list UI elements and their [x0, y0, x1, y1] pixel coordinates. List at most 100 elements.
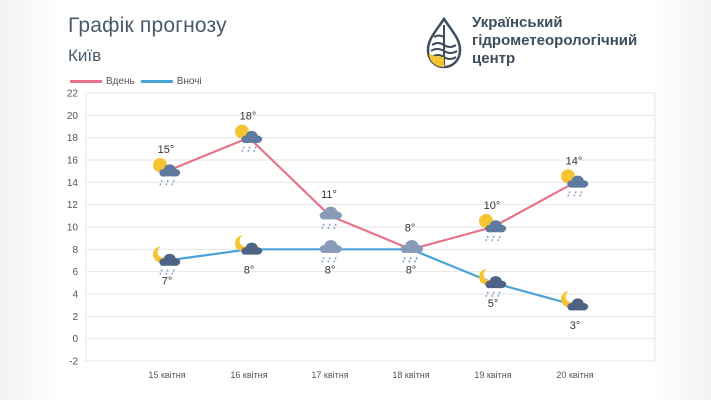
- data-label: 11°: [321, 189, 337, 201]
- rain-streak: [327, 223, 331, 230]
- page-title: Графік прогнозу: [68, 14, 227, 37]
- sun-cloud-rain-icon: [153, 158, 181, 186]
- logo-line-2: гідрометеорологічний: [472, 32, 638, 49]
- logo-line-1: Український: [472, 14, 563, 31]
- moon-cloud-rain-icon: [479, 268, 507, 298]
- cloud-rain-icon: [400, 240, 423, 263]
- x-tick-label: 17 квітня: [311, 370, 348, 380]
- rain-streak: [321, 223, 325, 230]
- chart-legend: Вдень Вночі: [70, 74, 208, 88]
- y-tick-label: 12: [67, 200, 79, 211]
- city-name: Київ: [68, 46, 102, 65]
- moon-cloud-icon: [235, 235, 263, 255]
- cloud-rain-icon: [319, 206, 342, 230]
- cloud-part: [242, 138, 261, 143]
- legend-swatch-night: [140, 79, 173, 83]
- sun-cloud-rain-icon: [561, 169, 589, 197]
- rain-streak: [327, 257, 331, 263]
- rain-streak: [408, 257, 412, 263]
- data-label: 3°: [570, 320, 581, 332]
- sun-cloud-rain-icon: [235, 124, 263, 152]
- cloud-part: [160, 171, 179, 177]
- data-label: 10°: [484, 200, 501, 212]
- rain-streak: [159, 269, 163, 275]
- y-tick-label: -2: [69, 357, 78, 368]
- legend-label-night: Вночі: [176, 75, 202, 87]
- rain-streak: [241, 146, 245, 152]
- rain-streak: [485, 291, 489, 298]
- x-tick-label: 16 квітня: [230, 370, 267, 380]
- rain-streak: [567, 191, 571, 197]
- data-label: 8°: [325, 264, 336, 276]
- series-line-day: [166, 136, 576, 251]
- rain-streak: [497, 291, 501, 298]
- cloud-part: [401, 248, 422, 253]
- cloud-part: [486, 283, 505, 289]
- rain-streak: [321, 257, 325, 263]
- rain-streak: [414, 257, 418, 263]
- sun-cloud-rain-icon: [479, 214, 507, 242]
- data-label: 18°: [240, 111, 257, 123]
- y-tick-label: 22: [67, 89, 79, 100]
- cloud-part: [486, 227, 505, 233]
- rain-streak: [253, 146, 257, 152]
- legend-label-day: Вдень: [106, 75, 135, 87]
- cloud-part: [568, 183, 587, 188]
- y-tick-label: 10: [67, 223, 79, 234]
- sun-disc: [479, 214, 493, 228]
- x-tick-label: 18 квітня: [392, 370, 429, 380]
- data-label: 5°: [488, 298, 499, 310]
- y-tick-label: 18: [67, 133, 79, 144]
- rain-streak: [159, 179, 163, 186]
- y-tick-label: 6: [72, 267, 78, 278]
- rain-streak: [333, 223, 337, 230]
- x-tick-label: 20 квітня: [556, 370, 593, 380]
- legend-item-night: Вночі: [140, 75, 202, 87]
- logo-line-3: центр: [472, 50, 516, 67]
- rain-streak: [491, 235, 495, 242]
- rain-streak: [165, 179, 169, 186]
- y-tick-label: 4: [72, 290, 78, 301]
- cloud-part: [320, 248, 341, 253]
- sun-disc: [561, 169, 575, 184]
- cloud-part: [568, 305, 587, 311]
- sun-disc: [153, 158, 167, 173]
- rain-streak: [171, 269, 175, 275]
- cloud-rain-icon: [319, 240, 342, 263]
- rain-streak: [165, 269, 169, 275]
- cloud-part: [160, 261, 179, 266]
- cloud-part: [320, 214, 341, 220]
- cloud-part: [242, 250, 261, 255]
- rain-streak: [402, 257, 406, 263]
- x-tick-label: 19 квітня: [474, 370, 511, 380]
- rain-streak: [171, 179, 175, 186]
- data-label: 15°: [158, 144, 175, 156]
- series-line-night: [166, 248, 576, 307]
- y-tick-label: 8: [72, 245, 78, 256]
- data-label: 8°: [405, 222, 416, 234]
- data-label: 8°: [244, 264, 255, 276]
- y-tick-label: 2: [72, 312, 78, 323]
- data-label: 14°: [566, 155, 583, 167]
- rain-streak: [579, 191, 583, 197]
- sun-disc: [235, 124, 249, 139]
- moon-cloud-rain-icon: [153, 246, 181, 275]
- legend-swatch-day: [70, 79, 102, 83]
- rain-streak: [247, 146, 251, 152]
- legend-item-day: Вдень: [70, 76, 135, 87]
- y-tick-label: 14: [67, 178, 79, 189]
- rain-streak: [497, 235, 501, 242]
- hydromet-logo-icon: [426, 17, 462, 69]
- y-tick-label: 0: [72, 334, 78, 345]
- rain-streak: [333, 257, 337, 263]
- hydromet-logo-text: Український гідрометеорологічний центр: [472, 14, 637, 68]
- x-tick-label: 15 квітня: [148, 370, 185, 380]
- rain-streak: [573, 191, 577, 197]
- rain-streak: [485, 235, 489, 242]
- y-tick-label: 16: [67, 156, 79, 167]
- data-label: 8°: [406, 264, 417, 276]
- data-label: 7°: [162, 276, 173, 288]
- rain-streak: [491, 291, 495, 298]
